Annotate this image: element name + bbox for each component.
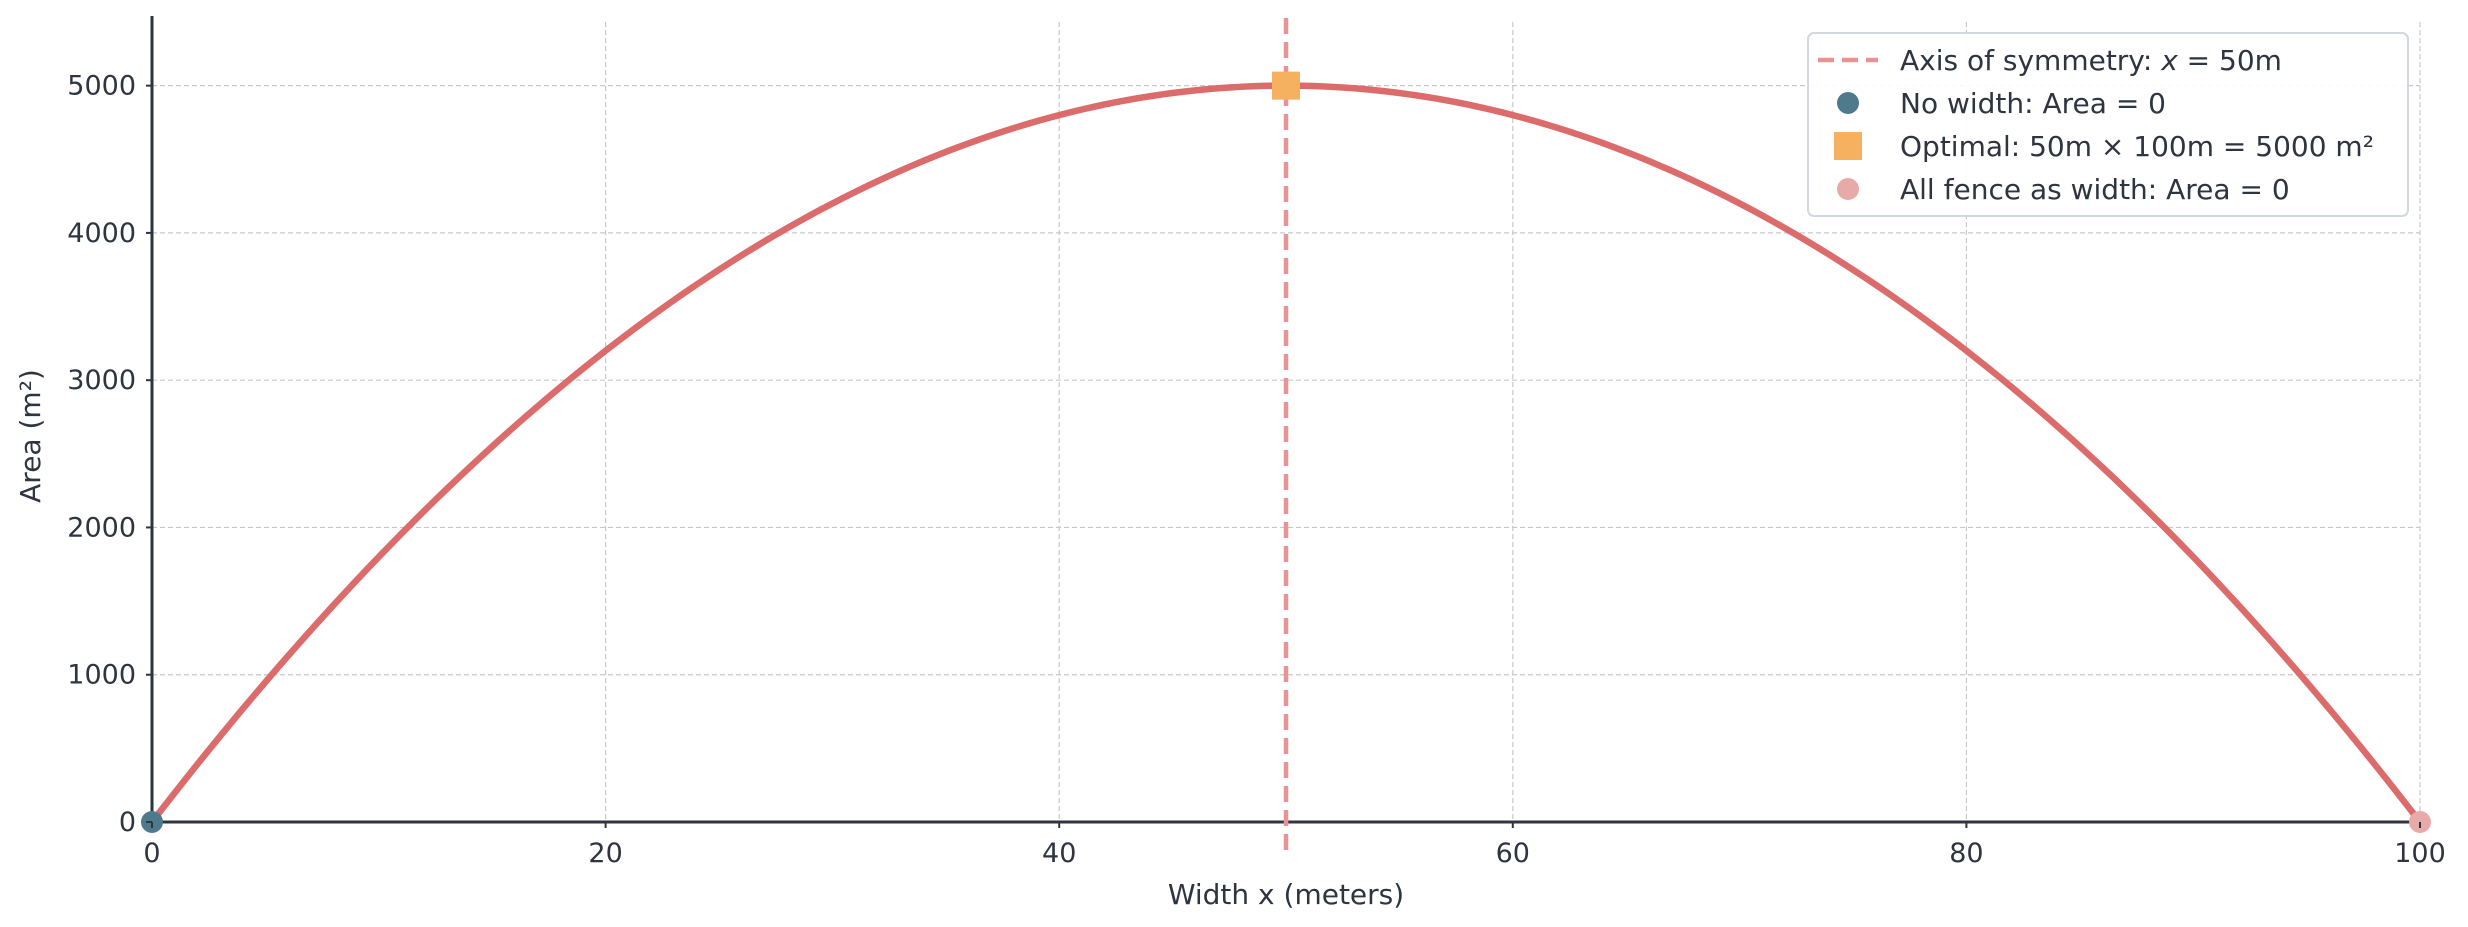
legend-box (1807, 32, 2409, 217)
y-tick-label: 3000 (67, 365, 136, 396)
x-tick-label: 20 (588, 838, 622, 869)
y-tick-label: 1000 (67, 660, 136, 691)
optimal-marker (1272, 71, 1300, 100)
legend: Axis of symmetry: x = 50m No width: Area … (1807, 32, 2409, 217)
legend-label: Optimal: 50m × 100m = 5000 m² (1900, 130, 2374, 163)
y-tick-label: 4000 (67, 218, 136, 249)
legend-circle-swatch (1837, 92, 1859, 114)
legend-label: No width: Area = 0 (1900, 87, 2166, 120)
x-tick-label: 0 (143, 838, 160, 869)
y-tick-label: 0 (119, 807, 136, 838)
legend-square-swatch (1834, 132, 1862, 160)
legend-label: All fence as width: Area = 0 (1900, 173, 2290, 206)
x-tick-label: 100 (2394, 838, 2446, 869)
x-tick-label: 40 (1042, 838, 1076, 869)
y-axis-title: Area (m²) (14, 369, 47, 503)
y-tick-label: 5000 (67, 71, 136, 102)
y-tick-label: 2000 (67, 512, 136, 543)
x-tick-label: 80 (1949, 838, 1983, 869)
legend-label-symmetry: Axis of symmetry: x = 50m (1900, 44, 2282, 77)
legend-circle-swatch (1837, 178, 1859, 200)
x-axis-title: Width x (meters) (1168, 878, 1404, 911)
x-tick-label: 60 (1496, 838, 1530, 869)
